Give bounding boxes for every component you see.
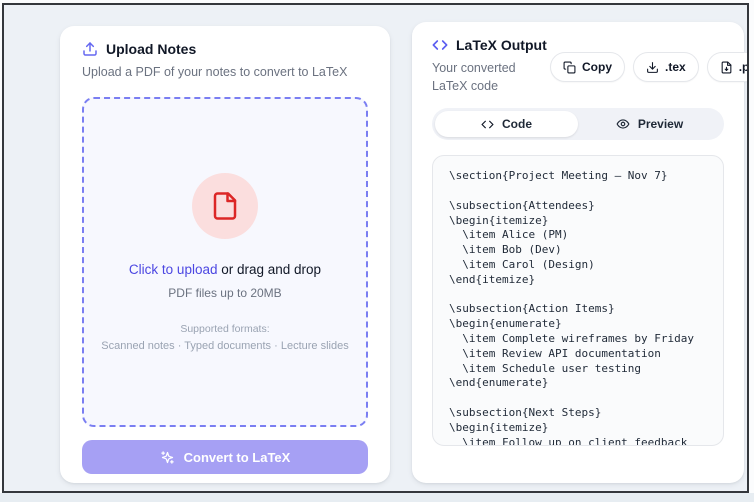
file-icon-circle [192,172,258,239]
output-panel-title: LaTeX Output [456,37,547,53]
code-brackets-icon [432,37,448,53]
copy-button-label: Copy [582,60,612,74]
latex-output-card: LaTeX Output Your converted LaTeX code C… [412,22,747,483]
sparkles-icon [160,450,175,465]
eye-icon [616,117,630,131]
latex-code-block: \section{Project Meeting — Nov 7} \subse… [432,155,724,447]
output-panel-subtitle: Your converted LaTeX code [432,61,516,94]
supported-formats-list: Scanned notes · Typed documents · Lectur… [101,339,349,352]
tex-download-button[interactable]: .tex [633,52,699,82]
upload-dropzone[interactable]: Click to upload or drag and drop PDF fil… [82,97,368,428]
main-layout: Upload Notes Upload a PDF of your notes … [4,5,747,483]
app-frame: Upload Notes Upload a PDF of your notes … [2,3,749,493]
output-title-row: LaTeX Output [432,37,550,53]
drag-drop-text: or drag and drop [217,261,322,277]
bottom-strip [0,493,754,502]
output-actions: Copy .tex [550,52,749,82]
upload-notes-card: Upload Notes Upload a PDF of your notes … [60,26,390,483]
convert-button[interactable]: Convert to LaTeX [82,440,368,475]
copy-icon [563,61,576,74]
output-header-left: LaTeX Output Your converted LaTeX code [432,37,550,95]
convert-button-label: Convert to LaTeX [183,449,291,465]
download-icon [646,61,659,74]
upload-panel-subtitle: Upload a PDF of your notes to convert to… [82,65,348,79]
tab-preview-label: Preview [637,117,684,132]
file-download-icon [720,61,733,74]
click-to-upload-link[interactable]: Click to upload [128,261,218,277]
tex-button-label: .tex [665,60,686,74]
latex-code: \section{Project Meeting — Nov 7} \subse… [449,169,695,447]
tab-code[interactable]: Code [435,111,578,138]
code-icon [481,118,494,131]
output-tabs: Code Preview [432,108,724,141]
tab-code-label: Code [502,117,532,132]
upload-panel-title: Upload Notes [106,41,197,57]
tab-preview[interactable]: Preview [578,111,721,137]
upload-cta: Click to upload or drag and drop [129,262,321,277]
file-icon [213,191,237,220]
upload-hint: PDF files up to 20MB [168,285,282,300]
upload-panel-header: Upload Notes [82,41,368,57]
upload-icon [82,41,98,57]
pdf-button-label: .pdf [738,60,749,74]
copy-button[interactable]: Copy [550,52,625,82]
supported-formats-label: Supported formats: [180,322,270,335]
output-panel-header: LaTeX Output Your converted LaTeX code C… [432,37,747,95]
pdf-download-button[interactable]: .pdf [706,52,749,82]
